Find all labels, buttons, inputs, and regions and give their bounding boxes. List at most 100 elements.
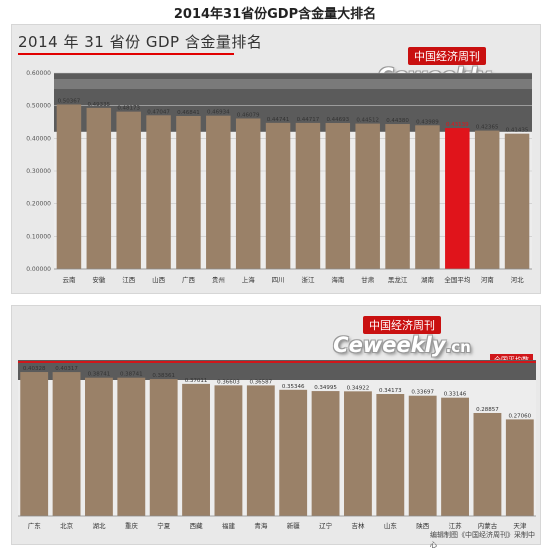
category-label: 上海: [242, 275, 256, 284]
bar: [206, 115, 231, 269]
brand-en-name: Ceweekly: [333, 333, 446, 357]
data-label: 0.33697: [411, 390, 434, 396]
data-label: 0.41435: [506, 128, 529, 134]
bar: [146, 115, 171, 269]
bar: [474, 130, 500, 269]
category-label: 广东: [28, 521, 42, 530]
category-label: 辽宁: [319, 521, 333, 530]
bar: [311, 391, 340, 516]
category-label: 西藏: [190, 521, 204, 530]
data-label: 0.36603: [217, 379, 240, 385]
bar: [504, 133, 530, 269]
data-label: 0.46079: [237, 112, 260, 118]
bar: [117, 377, 146, 516]
data-label: 0.44741: [267, 117, 290, 123]
bar: [355, 123, 380, 269]
bar: [52, 372, 81, 516]
bar: [415, 125, 440, 269]
bar: [85, 377, 113, 516]
category-label: 吉林: [351, 521, 365, 530]
data-label: 0.38361: [152, 373, 175, 379]
data-label: 0.33146: [444, 392, 467, 398]
category-label: 江西: [122, 276, 136, 284]
data-label: 0.40317: [55, 366, 78, 372]
y-tick-label: 0.50000: [26, 103, 51, 110]
category-label: 云南: [62, 275, 76, 284]
data-label: 0.34173: [379, 388, 402, 394]
bar: [376, 394, 405, 516]
category-label: 全国平均: [444, 275, 471, 284]
y-tick-label: 0.20000: [26, 201, 51, 208]
top-bar-chart: 0.00000 0.10000 0.20000 0.30000 0.40000 0.500…: [26, 70, 532, 284]
category-label: 湖北: [92, 521, 106, 530]
upper-band-stripe: [54, 79, 532, 89]
data-label: 0.49335: [87, 102, 110, 108]
bottom-bar-chart: 0.40328 广东 0.40317 北京 0.38741 湖北 0.38741 重庆 0.38…: [18, 360, 536, 530]
upper-band: [18, 360, 536, 380]
category-label: 天津: [513, 522, 527, 530]
category-label: 湖南: [421, 275, 435, 284]
category-label: 安徽: [92, 275, 106, 284]
data-label: 0.46841: [177, 110, 200, 116]
category-label: 内蒙古: [478, 521, 498, 530]
data-label: 0.46934: [207, 110, 230, 116]
category-label: 甘肃: [361, 275, 375, 284]
bar: [116, 111, 141, 270]
data-label: 0.44693: [326, 117, 349, 123]
data-label: 0.35346: [282, 384, 305, 390]
data-label: 0.47047: [147, 109, 170, 115]
data-label: 0.37011: [185, 378, 208, 384]
category-label: 宁夏: [157, 521, 171, 530]
bar: [246, 385, 275, 516]
category-label: 广西: [182, 275, 196, 284]
data-label: 0.28857: [476, 407, 499, 413]
category-label: 北京: [60, 521, 74, 530]
bar: [325, 123, 351, 269]
category-label: 浙江: [301, 275, 315, 284]
bar: [279, 389, 308, 516]
category-label: 山西: [152, 275, 166, 284]
category-label: 江苏: [449, 521, 463, 530]
y-tick-label: 0.00000: [26, 266, 51, 273]
data-label: 0.34922: [347, 385, 370, 391]
data-label: 0.48173: [117, 106, 140, 112]
bar: [20, 372, 49, 516]
page-title: 2014年31省份GDP含金量大排名: [173, 7, 377, 22]
category-label: 山东: [384, 521, 398, 530]
bar: [214, 385, 243, 516]
data-label: 0.38741: [88, 372, 111, 378]
category-label: 重庆: [125, 521, 139, 530]
y-tick-label: 0.40000: [26, 135, 51, 142]
data-label: 0.44380: [386, 118, 409, 124]
bar: [344, 391, 372, 516]
credit-text: 编辑制图《中国经济周刊》采制中心: [430, 531, 535, 549]
bar: [445, 128, 470, 269]
bar: [56, 104, 82, 269]
bar: [408, 395, 437, 516]
bottom-chart-panel: 中国经济周刊 Ceweekly.cn 全国平均数 编辑制图《中国经济周刊》采制中…: [11, 305, 541, 549]
bar: [176, 115, 201, 269]
category-label: 福建: [222, 521, 236, 530]
chart-title-underline: [18, 53, 234, 55]
category-label: 青海: [254, 521, 268, 530]
bar: [473, 412, 502, 516]
bar: [182, 383, 210, 516]
data-label: 0.38741: [120, 372, 143, 378]
category-label: 海南: [331, 275, 345, 284]
brand-logo-bottom: 中国经济周刊 Ceweekly.cn: [307, 314, 497, 358]
brand-cn-text: 中国经济周刊: [363, 316, 441, 334]
bar: [441, 397, 469, 516]
category-label: 陕西: [416, 521, 430, 530]
bar: [265, 122, 291, 269]
data-label: 0.44717: [297, 117, 320, 123]
data-label: 0.27060: [508, 413, 531, 419]
y-tick-label: 0.60000: [26, 70, 51, 77]
brand-cn-text: 中国经济周刊: [408, 47, 486, 65]
bar: [505, 419, 534, 516]
bar: [149, 379, 178, 516]
category-label: 新疆: [287, 521, 301, 530]
brand-en-tld: .cn: [445, 338, 471, 356]
category-label: 黑龙江: [388, 275, 408, 284]
top-chart-panel: 2014 年 31 省份 GDP 含金量排名 中国经济周刊 Ceweekly.c…: [11, 24, 541, 294]
data-label: 0.40328: [23, 366, 46, 372]
